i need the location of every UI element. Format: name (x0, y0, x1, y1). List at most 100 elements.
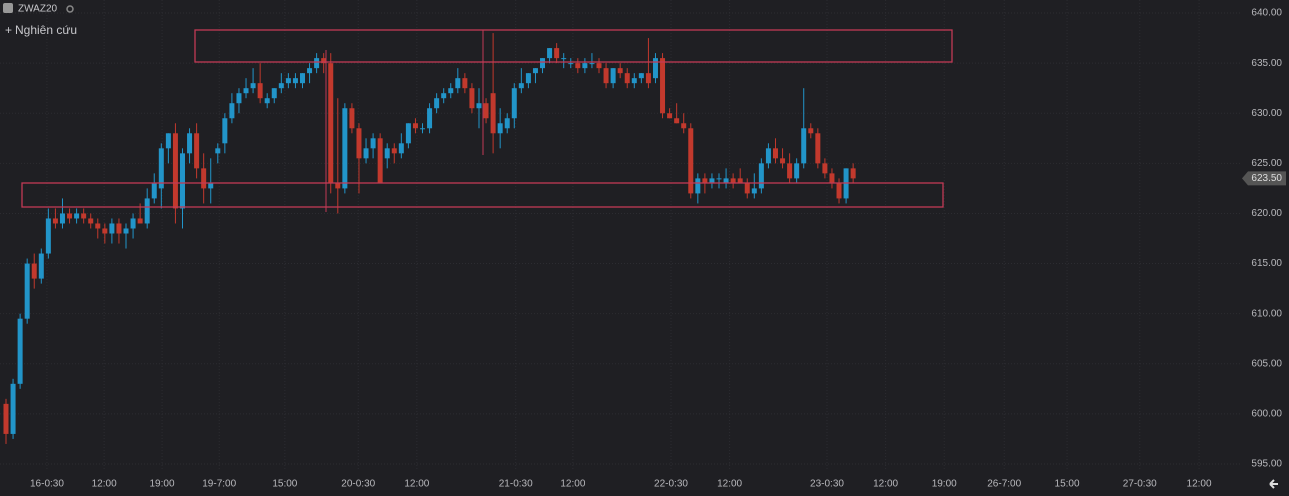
y-tick-label: 640.00 (1251, 8, 1282, 19)
candle-body (660, 58, 666, 114)
candle-body (836, 183, 842, 199)
candle-body (674, 118, 680, 124)
candle-body (617, 68, 623, 74)
x-tick-label: 12:00 (873, 479, 898, 490)
candle-body (427, 108, 433, 129)
x-tick-label: 19:00 (932, 479, 957, 490)
x-tick-label: 15:00 (272, 479, 297, 490)
candle-body (547, 48, 553, 59)
candle-body (490, 93, 496, 134)
candle-body (3, 403, 9, 434)
x-tick-label: 19-7:00 (202, 479, 236, 490)
candle-body (483, 103, 489, 119)
y-tick-label: 630.00 (1251, 108, 1282, 119)
candle-body (165, 133, 171, 149)
x-tick-label: 12:00 (404, 479, 429, 490)
candle-body (645, 73, 651, 84)
candle-body (610, 68, 616, 84)
zone-box[interactable] (194, 29, 953, 63)
y-tick-label: 605.00 (1251, 358, 1282, 369)
candle-body (81, 213, 87, 219)
x-tick-label: 20-0:30 (341, 479, 375, 490)
candle-body (88, 218, 94, 224)
candle-body (497, 123, 503, 134)
candle-body (102, 228, 108, 234)
candle-body (476, 103, 482, 109)
candle-body (377, 138, 383, 184)
candle-body (130, 218, 136, 229)
candle-body (208, 183, 214, 189)
y-tick-label: 635.00 (1251, 58, 1282, 69)
zone-box[interactable] (21, 182, 944, 208)
x-tick-label: 12:00 (560, 479, 585, 490)
candle-body (292, 78, 298, 84)
candle-body (194, 133, 200, 169)
candle-body (271, 88, 277, 99)
candle-body (243, 88, 249, 94)
candle-body (638, 73, 644, 79)
candle-body (201, 168, 207, 189)
candle-body (469, 88, 475, 109)
y-tick-label: 615.00 (1251, 258, 1282, 269)
candles (3, 33, 856, 444)
x-tick-label: 12:00 (717, 479, 742, 490)
candle-body (815, 133, 821, 164)
symbol[interactable]: ZWAZ20 (18, 4, 58, 15)
candle-body (624, 73, 630, 84)
candle-body (187, 133, 193, 154)
candle-body (801, 128, 807, 164)
candle-body (448, 88, 454, 94)
settings-icon[interactable] (66, 5, 74, 13)
candle-body (765, 148, 771, 164)
candle-body (307, 68, 313, 74)
candle-body (17, 318, 23, 384)
candle-body (314, 58, 320, 69)
candle-body (328, 63, 334, 184)
candle-body (561, 58, 567, 60)
candle-body (116, 223, 122, 234)
candle-body (52, 218, 58, 224)
y-tick-label: 620.00 (1251, 208, 1282, 219)
candle-body (716, 178, 722, 180)
candle-body (74, 213, 80, 219)
candle-body (709, 178, 715, 184)
candle-body (808, 128, 814, 134)
candle-body (321, 58, 327, 64)
x-tick-label: 19:00 (149, 479, 174, 490)
candle-body (730, 178, 736, 184)
candle-body (335, 183, 341, 189)
candle-body (342, 108, 348, 189)
candle-body (603, 68, 609, 84)
candle-body (109, 223, 115, 234)
candle-body (434, 98, 440, 109)
candle-body (455, 78, 461, 89)
candle-body (681, 123, 687, 129)
x-tick-label: 22-0:30 (654, 479, 688, 490)
last-price-label: 623.50 (1251, 173, 1282, 184)
candle-body (744, 183, 750, 194)
candle-body (723, 178, 729, 184)
candle-body (38, 253, 44, 279)
y-tick-label: 610.00 (1251, 308, 1282, 319)
candle-body (504, 118, 510, 129)
candle-body (511, 88, 517, 119)
back-arrow[interactable] (1269, 479, 1278, 489)
candle-body (441, 93, 447, 99)
y-tick-label: 625.00 (1251, 158, 1282, 169)
candle-body (794, 163, 800, 179)
candle-body (405, 123, 411, 144)
candle-body (540, 58, 546, 69)
candle-body (151, 183, 157, 199)
x-tick-label: 21-0:30 (499, 479, 533, 490)
study-button[interactable]: Nghiên cứu (15, 23, 77, 37)
candle-body (95, 223, 101, 229)
symbol-icon (3, 3, 13, 13)
candle-body (158, 148, 164, 189)
x-tick-label: 16-0:30 (30, 479, 64, 490)
candle-body (31, 263, 37, 279)
grid (0, 0, 1240, 470)
candle-body (525, 73, 531, 84)
candle-body (144, 198, 150, 224)
candle-body (299, 73, 305, 84)
